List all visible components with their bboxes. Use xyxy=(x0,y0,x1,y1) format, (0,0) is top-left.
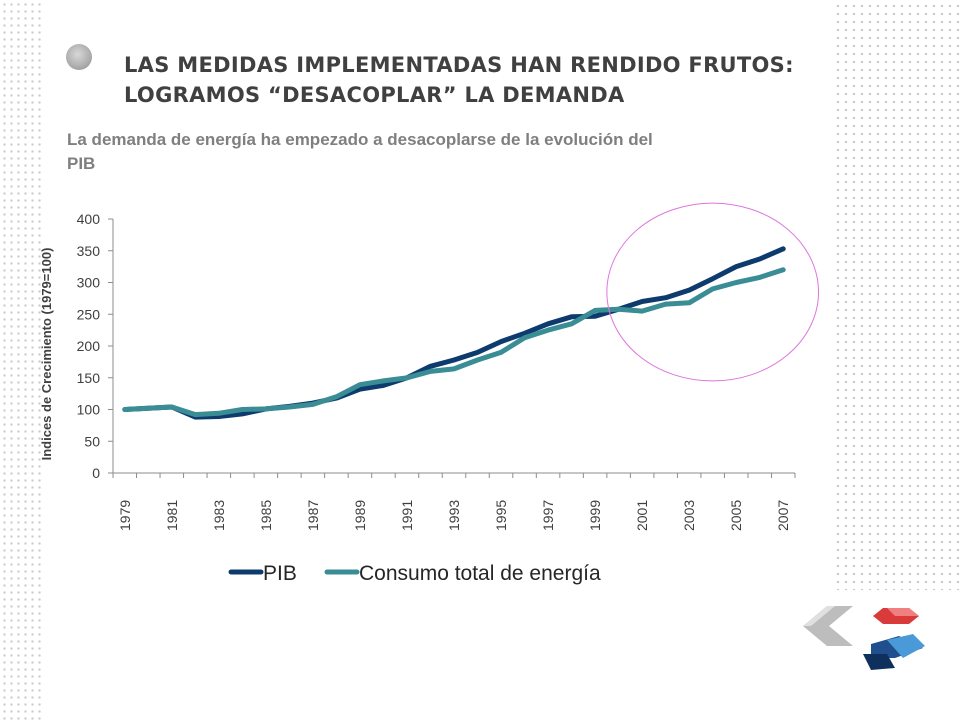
x-tick-label: 2003 xyxy=(681,500,697,531)
x-tick-label: 1993 xyxy=(446,500,462,531)
y-tick-label: 200 xyxy=(77,338,101,354)
y-tick-label: 100 xyxy=(77,402,101,418)
dotted-border-left xyxy=(0,0,42,720)
x-tick-label: 1979 xyxy=(117,500,133,531)
x-tick-label: 2001 xyxy=(634,500,650,531)
x-tick-label: 1991 xyxy=(399,500,415,531)
series-line-energia xyxy=(122,267,786,418)
highlight-ellipse xyxy=(606,202,820,382)
slide-subtitle: La demanda de energía ha empezado a desa… xyxy=(67,130,653,173)
series-line-pib xyxy=(122,246,786,420)
x-tick-label: 1997 xyxy=(540,500,556,531)
x-tick-label: 1995 xyxy=(493,500,509,531)
x-tick-label: 1987 xyxy=(305,500,321,531)
x-tick-label: 1985 xyxy=(258,500,274,531)
y-tick-label: 0 xyxy=(92,465,100,481)
y-tick-label: 350 xyxy=(77,243,101,259)
chevron-cubes-logo-icon xyxy=(803,606,925,670)
circle-bullet-icon xyxy=(66,44,92,70)
slide-title: LAS MEDIDAS IMPLEMENTADAS HAN RENDIDO FR… xyxy=(124,53,794,107)
y-tick-label: 50 xyxy=(84,433,100,449)
x-tick-label: 1989 xyxy=(352,500,368,531)
x-tick-label: 1981 xyxy=(164,500,180,531)
y-tick-label: 250 xyxy=(77,306,101,322)
x-tick-label: 2005 xyxy=(728,500,744,531)
y-tick-label: 300 xyxy=(77,275,101,291)
x-tick-label: 1983 xyxy=(211,500,227,531)
legend-label: Consumo total de energía xyxy=(359,562,601,585)
legend-label: PIB xyxy=(263,562,297,585)
y-tick-label: 400 xyxy=(77,211,101,227)
y-tick-label: 150 xyxy=(77,370,101,386)
x-tick-label: 2007 xyxy=(775,500,791,531)
x-tick-label: 1999 xyxy=(587,500,603,531)
y-axis-title: Indices de Crecimiento (1979=100) xyxy=(39,248,54,461)
